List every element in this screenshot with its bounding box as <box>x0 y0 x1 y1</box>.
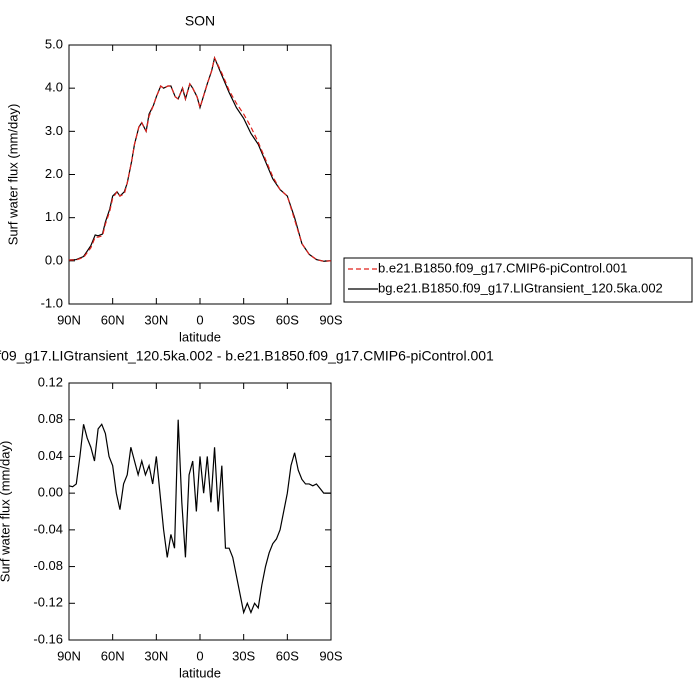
series-line <box>68 55 332 262</box>
plot-frame <box>68 382 332 641</box>
x-tick-label: 60N <box>101 312 125 327</box>
y-tick-label: -0.12 <box>33 595 63 610</box>
x-tick-label: 30N <box>144 648 168 663</box>
y-tick-label: 0.08 <box>38 411 63 426</box>
y-tick-label: -0.16 <box>33 631 63 646</box>
x-axis-label: latitude <box>179 665 221 680</box>
x-tick-label: 30N <box>144 312 168 327</box>
chart-title: SON <box>185 13 215 29</box>
y-tick-label: 1.0 <box>45 209 63 224</box>
y-tick-label: 3.0 <box>45 123 63 138</box>
y-tick-label: -0.08 <box>33 558 63 573</box>
y-tick-label: 0.0 <box>45 252 63 267</box>
y-tick-label: -1.0 <box>41 295 63 310</box>
y-axis-label: Surf water flux (mm/day) <box>5 104 20 246</box>
legend-box <box>343 257 693 303</box>
x-tick-label: 30S <box>232 312 255 327</box>
x-tick-label: 60S <box>276 312 299 327</box>
y-tick-label: 5.0 <box>45 36 63 51</box>
series-line <box>68 419 331 615</box>
plot-frame <box>68 44 332 305</box>
legend-label: b.e21.B1850.f09_g17.CMIP6-piControl.001 <box>378 260 627 275</box>
y-tick-label: 0.00 <box>38 485 63 500</box>
y-tick-label: 2.0 <box>45 166 63 181</box>
x-tick-label: 90N <box>57 312 81 327</box>
series-line <box>69 56 332 262</box>
y-tick-label: 4.0 <box>45 80 63 95</box>
y-tick-label: 0.04 <box>38 448 63 463</box>
chart-title: bg.e21.B1850.f09_g17.LIGtransient_120.5k… <box>0 348 494 364</box>
x-tick-label: 90S <box>319 312 342 327</box>
x-tick-label: 0 <box>196 648 203 663</box>
x-tick-label: 90N <box>57 648 81 663</box>
x-tick-label: 30S <box>232 648 255 663</box>
x-tick-label: 60N <box>101 648 125 663</box>
y-axis-label: Surf water flux (mm/day) <box>0 441 12 583</box>
y-tick-label: -0.04 <box>33 521 63 536</box>
y-tick-label: 0.12 <box>38 374 63 389</box>
legend-label: bg.e21.B1850.f09_g17.LIGtransient_120.5k… <box>378 280 663 295</box>
x-tick-label: 0 <box>196 312 203 327</box>
x-axis-label: latitude <box>179 329 221 344</box>
x-tick-label: 60S <box>276 648 299 663</box>
x-tick-label: 90S <box>319 648 342 663</box>
